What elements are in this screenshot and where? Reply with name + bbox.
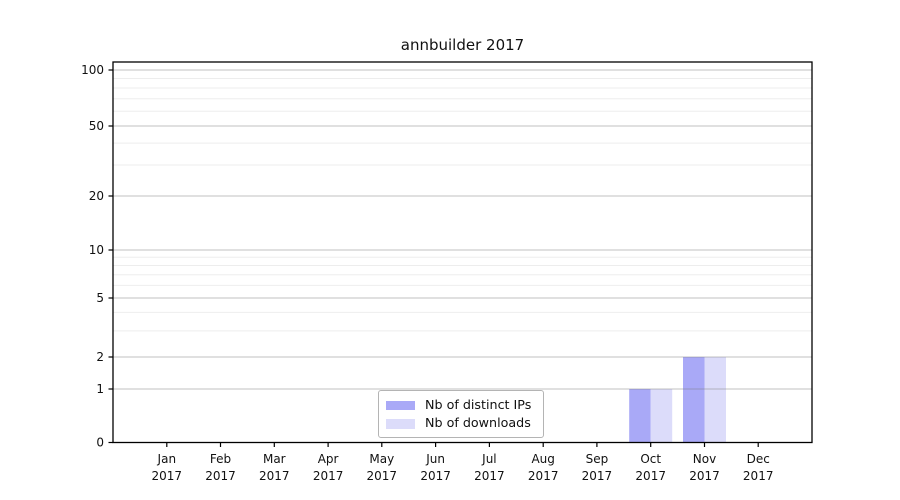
x-tick-label-month-sep: Sep (586, 452, 609, 466)
y-tick-label-20: 20 (89, 189, 104, 203)
legend-swatch-distinct-ips (386, 400, 415, 410)
x-tick-label-month-dec: Dec (747, 452, 770, 466)
legend-item-downloads: Nb of downloads (386, 415, 535, 434)
legend-swatch-downloads (386, 419, 415, 429)
axes-frame-layer (112, 61, 813, 444)
plot-frame (112, 61, 813, 444)
x-tick-label-month-oct: Oct (640, 452, 661, 466)
x-tick-label-year-aug: 2017 (528, 469, 559, 483)
chart-title: annbuilder 2017 (400, 36, 525, 54)
x-tick-label-month-may: May (369, 452, 394, 466)
bar-nov-downloads (704, 357, 726, 443)
x-tick-label-year-feb: 2017 (205, 469, 236, 483)
x-tick-label-year-oct: 2017 (635, 469, 666, 483)
y-tick-label-10: 10 (89, 243, 104, 257)
legend-item-distinct-ips: Nb of distinct IPs (386, 396, 535, 415)
x-tick-label-year-jan: 2017 (152, 469, 183, 483)
x-tick-label-month-jul: Jul (481, 452, 496, 466)
x-tick-label-month-nov: Nov (693, 452, 716, 466)
x-tick-label-year-mar: 2017 (259, 469, 290, 483)
bar-nov-distinct-ips (683, 357, 705, 443)
bars-layer (629, 357, 726, 443)
y-tick-label-100: 100 (81, 63, 104, 77)
x-tick-label-year-jun: 2017 (420, 469, 451, 483)
x-tick-label-year-dec: 2017 (743, 469, 774, 483)
y-tick-label-50: 50 (89, 119, 104, 133)
x-tick-label-year-may: 2017 (367, 469, 398, 483)
x-tick-label-month-mar: Mar (263, 452, 286, 466)
x-tick-label-year-nov: 2017 (689, 469, 720, 483)
x-tick-label-month-jan: Jan (157, 452, 177, 466)
x-tick-label-year-jul: 2017 (474, 469, 505, 483)
legend-label-downloads: Nb of downloads (425, 415, 531, 431)
bar-oct-distinct-ips (629, 389, 651, 443)
minor-gridlines-layer (113, 78, 812, 332)
y-axis-layer: 0 1 2 5 10 20 50 100 (81, 63, 113, 450)
x-axis-layer: Jan 2017 Feb 2017 Mar 2017 Apr 2017 May 2017 Jun 20… (152, 442, 774, 483)
x-tick-label-month-aug: Aug (531, 452, 554, 466)
major-gridlines-layer (113, 69, 812, 390)
x-tick-label-month-jun: Jun (425, 452, 445, 466)
x-tick-label-year-apr: 2017 (313, 469, 344, 483)
y-tick-label-5: 5 (96, 291, 104, 305)
x-tick-label-month-feb: Feb (210, 452, 231, 466)
x-tick-label-year-sep: 2017 (582, 469, 613, 483)
y-tick-label-2: 2 (96, 350, 104, 364)
x-tick-label-month-apr: Apr (318, 452, 339, 466)
y-tick-label-1: 1 (96, 382, 104, 396)
legend-label-distinct-ips: Nb of distinct IPs (425, 396, 532, 412)
y-tick-label-0: 0 (96, 436, 104, 450)
bar-oct-downloads (650, 389, 673, 443)
legend: Nb of distinct IPs Nb of downloads (378, 390, 544, 438)
